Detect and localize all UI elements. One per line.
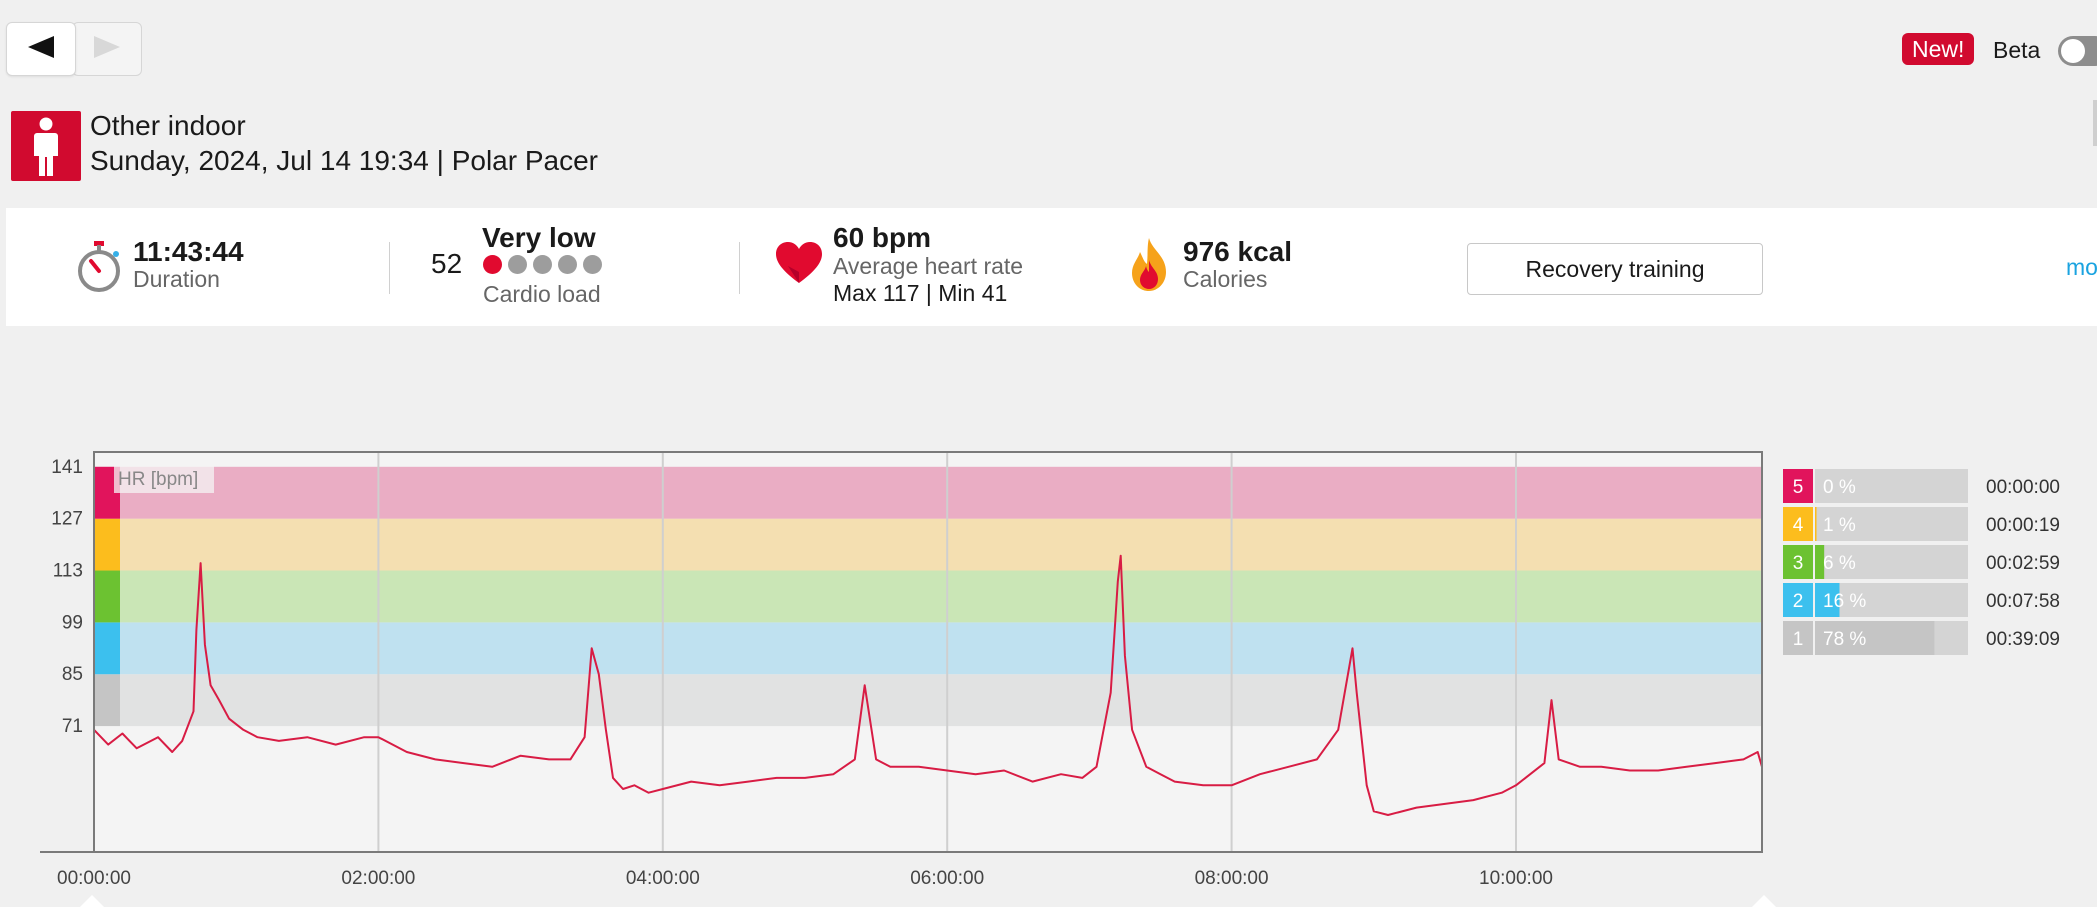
- zone-percent: 16 %: [1823, 591, 1866, 612]
- zone-band-3: [94, 570, 1762, 623]
- zone-number-box: [1783, 469, 1813, 503]
- side-panel-edge: [2093, 100, 2097, 146]
- zone-bar-track: [1815, 583, 1968, 617]
- zone-color-strip-2: [95, 622, 120, 675]
- zone-time: 00:39:09: [1986, 629, 2060, 650]
- forward-arrow-icon: [94, 35, 120, 63]
- zone-band-5: [94, 466, 1762, 519]
- hr-min-max: Max 117 | Min 41: [833, 280, 1008, 306]
- new-badge: New!: [1902, 33, 1975, 65]
- zone-bar-fill: [1815, 583, 1840, 617]
- zone-number: 5: [1793, 477, 1804, 498]
- cardio-load-number: 52: [431, 248, 463, 279]
- zone-number: 1: [1793, 629, 1804, 650]
- range-handle-left: [80, 895, 104, 907]
- zone-bar-track: [1815, 469, 1968, 503]
- zone-percent: 6 %: [1823, 553, 1856, 574]
- zone-bar-track: [1815, 545, 1968, 579]
- y-tick-label: 71: [62, 716, 83, 737]
- duration-value: 11:43:44: [133, 236, 244, 267]
- zone-color-strip-3: [95, 570, 120, 623]
- zone-band-4: [94, 518, 1762, 571]
- more-link[interactable]: mo: [2066, 254, 2097, 280]
- cardio-dot: [508, 255, 527, 274]
- y-axis-label: HR [bpm]: [118, 469, 198, 490]
- duration-label: Duration: [133, 266, 220, 292]
- back-button[interactable]: [6, 22, 76, 76]
- session-subtitle: Sunday, 2024, Jul 14 19:34 | Polar Pacer: [90, 145, 598, 176]
- hr-line: [93, 554, 1763, 816]
- avg-hr-value: 60 bpm: [833, 222, 932, 253]
- range-handle-right: [1752, 895, 1776, 907]
- cardio-load-dots: [483, 255, 608, 279]
- zone-number-box: [1783, 507, 1813, 541]
- zone-band-1: [94, 674, 1762, 727]
- zone-time: 00:07:58: [1986, 591, 2060, 612]
- y-tick-label: 99: [62, 612, 83, 633]
- forward-button[interactable]: [72, 22, 142, 76]
- y-tick-label: 141: [51, 457, 83, 478]
- cardio-dot: [583, 255, 602, 274]
- calories-label: Calories: [1183, 266, 1268, 292]
- cardio-dot: [533, 255, 552, 274]
- zone-color-strip-1: [95, 674, 120, 727]
- person-standing-icon: [11, 111, 81, 181]
- training-benefit-button[interactable]: Recovery training: [1467, 243, 1763, 295]
- divider: [739, 242, 740, 294]
- beta-label: Beta: [1993, 37, 2041, 63]
- zone-number-box: [1783, 545, 1813, 579]
- zone-time: 00:00:19: [1986, 515, 2060, 536]
- plot-frame: [93, 451, 1763, 853]
- x-tick-label: 00:00:00: [57, 868, 131, 889]
- back-arrow-icon: [28, 35, 54, 63]
- y-tick-label: 127: [51, 509, 83, 530]
- zone-time: 00:00:00: [1986, 477, 2060, 498]
- zone-band-2: [94, 622, 1762, 675]
- cardio-load-level: Very low: [482, 222, 596, 253]
- zone-percent: 1 %: [1823, 515, 1856, 536]
- beta-toggle[interactable]: [2058, 36, 2097, 66]
- cardio-dot: [558, 255, 577, 274]
- x-tick-label: 04:00:00: [626, 868, 700, 889]
- zone-color-strip-4: [95, 518, 120, 571]
- heart-rate-chart: 00:00:00 02:00:00 04:00:00 06:00:00 08:00:00…: [40, 451, 2060, 907]
- x-tick-label: 08:00:00: [1195, 868, 1269, 889]
- divider: [389, 242, 390, 294]
- session-title: Other indoor: [90, 110, 246, 141]
- zone-number: 2: [1793, 591, 1804, 612]
- zone-bar-fill: [1815, 545, 1825, 579]
- zone-percent: 78 %: [1823, 629, 1866, 650]
- zone-bar-track: [1815, 507, 1968, 541]
- zone-bar-fill: [1815, 621, 1935, 655]
- avg-hr-label: Average heart rate: [833, 253, 1024, 279]
- y-tick-label: 85: [62, 664, 83, 685]
- zone-percent: 0 %: [1823, 477, 1856, 498]
- cardio-dot: [483, 255, 502, 274]
- x-tick-label: 06:00:00: [910, 868, 984, 889]
- cardio-load-label: Cardio load: [483, 281, 601, 307]
- calories-value: 976 kcal: [1183, 236, 1292, 267]
- zone-number-box: [1783, 621, 1813, 655]
- x-tick-label: 10:00:00: [1479, 868, 1553, 889]
- zone-bar-fill: [1815, 507, 1817, 541]
- summary-bar: 11:43:44 Duration 52 Very low Cardio loa…: [6, 208, 2097, 326]
- ylabel-background: [114, 461, 214, 493]
- y-tick-label: 113: [53, 561, 83, 582]
- stopwatch-icon: [75, 240, 123, 299]
- zone-number-box: [1783, 583, 1813, 617]
- heart-icon: [776, 242, 822, 289]
- flame-icon: [1130, 238, 1168, 297]
- x-tick-label: 02:00:00: [341, 868, 415, 889]
- history-nav: [6, 22, 142, 76]
- zone-number: 3: [1793, 553, 1804, 574]
- zone-time: 00:02:59: [1986, 553, 2060, 574]
- toggle-knob: [2061, 39, 2085, 63]
- zone-number: 4: [1793, 515, 1804, 536]
